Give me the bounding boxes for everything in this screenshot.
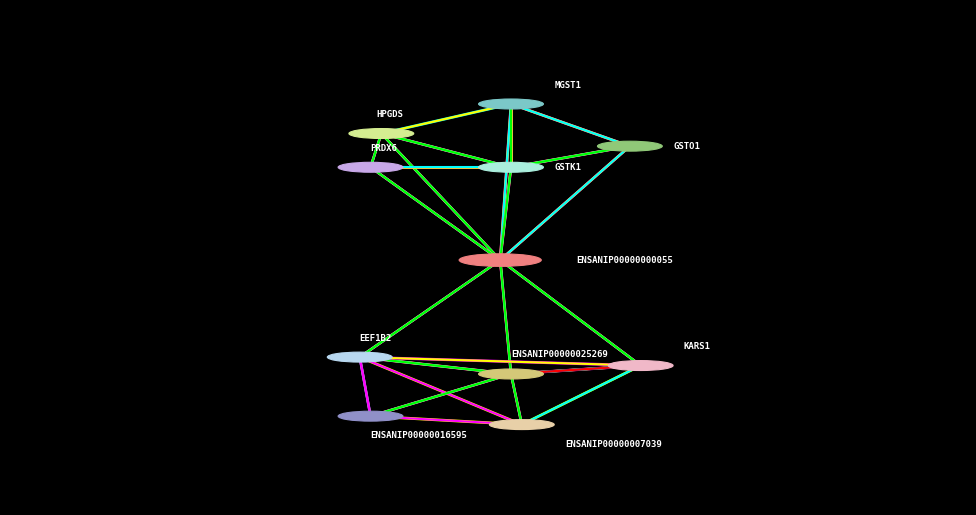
Ellipse shape (338, 411, 403, 421)
Text: ENSANIP00000025269: ENSANIP00000025269 (511, 350, 608, 358)
Text: EEF1B2: EEF1B2 (360, 334, 392, 342)
Text: PRDX6: PRDX6 (371, 144, 397, 153)
Text: KARS1: KARS1 (684, 342, 711, 351)
Ellipse shape (608, 360, 673, 370)
Ellipse shape (478, 369, 544, 379)
Ellipse shape (459, 254, 542, 266)
Ellipse shape (478, 162, 544, 172)
Ellipse shape (338, 162, 403, 172)
Text: GSTO1: GSTO1 (673, 142, 700, 151)
Ellipse shape (349, 129, 414, 139)
Ellipse shape (489, 420, 554, 430)
Text: MGST1: MGST1 (554, 80, 581, 90)
Text: ENSANIP00000000055: ENSANIP00000000055 (576, 255, 672, 265)
Ellipse shape (597, 141, 663, 151)
Text: HPGDS: HPGDS (376, 110, 403, 119)
Ellipse shape (327, 352, 392, 362)
Text: ENSANIP00000016595: ENSANIP00000016595 (371, 432, 468, 440)
Text: ENSANIP00000007039: ENSANIP00000007039 (565, 440, 662, 449)
Ellipse shape (478, 99, 544, 109)
Text: GSTK1: GSTK1 (554, 163, 581, 172)
